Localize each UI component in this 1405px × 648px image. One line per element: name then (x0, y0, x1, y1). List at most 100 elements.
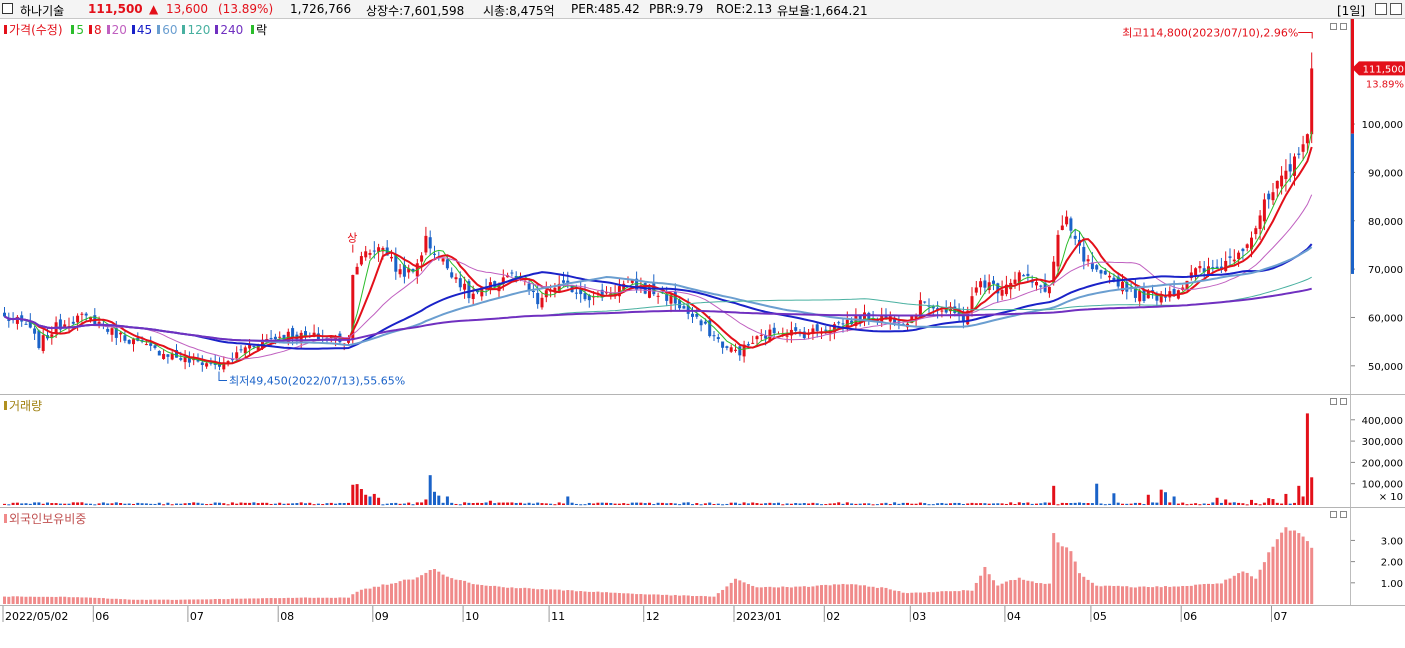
candle-body (858, 315, 862, 323)
volume-bar (617, 503, 621, 505)
volume-bar (1176, 503, 1180, 505)
candle-body (931, 306, 935, 309)
ma-20-label: 20 (111, 23, 127, 37)
volume-bar (157, 502, 161, 505)
pane-divider[interactable] (0, 394, 1405, 395)
volume-bar (235, 503, 239, 505)
volume-bar (493, 503, 497, 505)
foreign-chart[interactable] (0, 508, 1350, 605)
market-cap: 시총:8,475억 (483, 4, 555, 18)
volume-bar (751, 502, 755, 505)
foreign-bar (527, 588, 531, 604)
select-checkbox[interactable] (2, 3, 13, 14)
candle-body (837, 322, 841, 324)
volume-bar (1258, 504, 1262, 506)
volume-bar (1095, 483, 1099, 505)
volume-bar (557, 502, 561, 505)
foreign-bar (966, 590, 970, 604)
foreign-bar (325, 597, 329, 604)
candle-body (15, 316, 19, 324)
date-tick-label: 06 (95, 610, 109, 623)
pane-divider[interactable] (0, 507, 1405, 508)
foreign-bar (888, 589, 892, 604)
volume-bar (1125, 503, 1129, 505)
foreign-bar (850, 584, 854, 604)
date-tick-label: 04 (1007, 610, 1021, 623)
foreign-bar (1181, 585, 1185, 604)
volume-bar (544, 503, 548, 505)
volume-bar (845, 502, 849, 505)
volume-bar (54, 503, 58, 505)
volume-bar (1047, 502, 1051, 505)
date-axis: 2022/05/02 06 07 08 09 10 11 12 2023/01 02 03 04 05 0… (0, 606, 1405, 648)
volume-tick-label: 100,000 (1362, 480, 1403, 491)
pane-maximize-icon[interactable] (1340, 511, 1347, 518)
pane-minimize-icon[interactable] (1330, 511, 1337, 518)
foreign-bar (1073, 561, 1077, 604)
candle-body (832, 324, 836, 333)
volume-bar (660, 502, 664, 505)
candle-body (562, 280, 565, 283)
pane-maximize-icon[interactable] (1340, 398, 1347, 405)
foreign-bar (1293, 530, 1296, 604)
volume-bar (927, 504, 931, 506)
volume-bar (772, 503, 776, 505)
volume-bar (179, 503, 183, 505)
candle-body (1026, 273, 1030, 276)
volume-bar (1224, 499, 1228, 505)
foreign-bar (1009, 580, 1013, 604)
volume-bar (630, 502, 634, 505)
foreign-bar (1142, 586, 1146, 604)
volume-bar (1103, 504, 1107, 506)
date-tick-label: 05 (1093, 610, 1107, 623)
foreign-bar (622, 593, 626, 604)
candle-body (248, 344, 252, 349)
foreign-bar (1026, 580, 1030, 604)
ma-60-swatch (157, 25, 161, 34)
period-selector[interactable]: [1일] (1337, 4, 1366, 18)
foreign-bar (682, 595, 686, 604)
volume-bar (742, 502, 746, 505)
pane-minimize-icon[interactable] (1330, 23, 1337, 30)
volume-bar (1211, 502, 1215, 505)
volume-bar (1022, 502, 1026, 505)
foreign-bar (80, 597, 84, 604)
volume-bar (291, 503, 295, 505)
foreign-bar (273, 598, 277, 604)
candle-body (566, 280, 570, 284)
candle-body (106, 328, 110, 332)
pane-minimize-icon[interactable] (1330, 398, 1337, 405)
candle-body (1241, 248, 1245, 252)
volume-bar (97, 503, 101, 505)
foreign-bar (144, 599, 148, 604)
volume-bar (918, 502, 922, 505)
price-chart[interactable]: 최고114,800(2023/07/10),2.96% 최저49,450(2022… (0, 19, 1350, 394)
foreign-bar (648, 594, 651, 604)
price-pane: 최고114,800(2023/07/10),2.96% 최저49,450(2022… (0, 19, 1350, 394)
candle-body (235, 352, 239, 359)
volume-chart[interactable] (0, 395, 1350, 507)
candle-body (377, 247, 381, 252)
foreign-bar (1258, 569, 1262, 604)
ma-240-line (4, 287, 1312, 342)
volume-bar (841, 503, 845, 505)
candle-body (940, 310, 944, 312)
volume-bar (1129, 503, 1133, 505)
volume-bar (269, 503, 273, 505)
volume-bar (153, 503, 157, 505)
volume-bar (424, 499, 428, 505)
pane-maximize-icon[interactable] (1340, 23, 1347, 30)
candle-body (1121, 281, 1124, 292)
foreign-bar (476, 584, 479, 604)
foreign-bar (291, 597, 295, 604)
foreign-bar (454, 579, 458, 604)
restore-window-icon[interactable] (1375, 3, 1387, 15)
volume-bar (1185, 504, 1189, 506)
foreign-bar (974, 582, 978, 604)
volume-pane: 거래량 (0, 395, 1350, 507)
volume-bar (385, 503, 389, 505)
close-window-icon[interactable] (1390, 3, 1402, 15)
volume-bar (1142, 504, 1146, 506)
foreign-bar (114, 598, 118, 604)
volume-bar (708, 502, 712, 505)
